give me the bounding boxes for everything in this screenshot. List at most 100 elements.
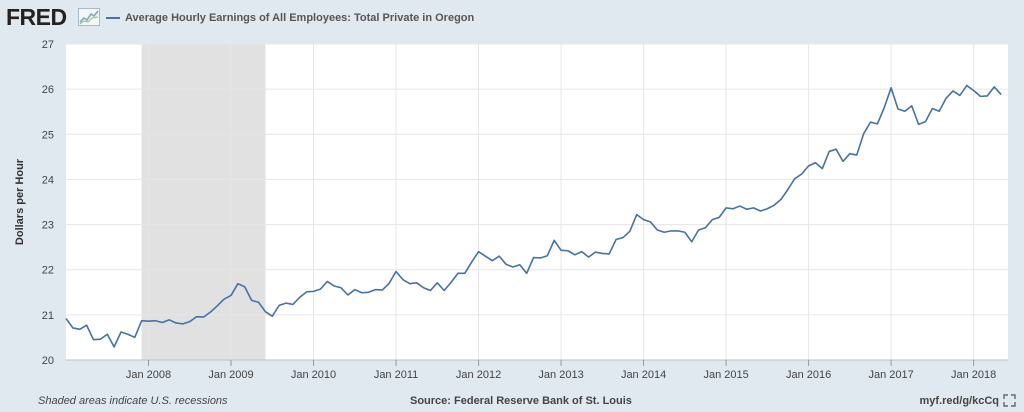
data-point[interactable]	[497, 254, 501, 258]
data-point[interactable]	[504, 262, 508, 266]
data-point[interactable]	[958, 93, 962, 97]
data-point[interactable]	[408, 282, 412, 286]
data-point[interactable]	[524, 271, 528, 275]
data-point[interactable]	[751, 206, 755, 210]
data-point[interactable]	[579, 249, 583, 253]
data-point[interactable]	[641, 217, 645, 221]
footer-link[interactable]: myf.red/g/kcCq	[920, 394, 1016, 407]
data-point[interactable]	[146, 319, 150, 323]
data-point[interactable]	[511, 265, 515, 269]
data-point[interactable]	[167, 318, 171, 322]
data-point[interactable]	[923, 119, 927, 123]
data-point[interactable]	[359, 291, 363, 295]
data-point[interactable]	[696, 228, 700, 232]
data-point[interactable]	[119, 330, 123, 334]
data-point[interactable]	[731, 207, 735, 211]
data-point[interactable]	[765, 207, 769, 211]
data-point[interactable]	[531, 255, 535, 259]
data-point[interactable]	[449, 280, 453, 284]
data-point[interactable]	[435, 281, 439, 285]
data-point[interactable]	[566, 249, 570, 253]
data-point[interactable]	[353, 287, 357, 291]
data-point[interactable]	[229, 293, 233, 297]
data-point[interactable]	[662, 230, 666, 234]
data-point[interactable]	[71, 326, 75, 330]
data-point[interactable]	[133, 335, 137, 339]
data-point[interactable]	[428, 288, 432, 292]
data-point[interactable]	[387, 281, 391, 285]
data-point[interactable]	[786, 187, 790, 191]
data-point[interactable]	[380, 288, 384, 292]
data-point[interactable]	[366, 290, 370, 294]
data-point[interactable]	[889, 86, 893, 90]
data-point[interactable]	[181, 322, 185, 326]
data-point[interactable]	[621, 235, 625, 239]
data-point[interactable]	[910, 104, 914, 108]
data-point[interactable]	[91, 337, 95, 341]
data-point[interactable]	[346, 293, 350, 297]
data-point[interactable]	[277, 303, 281, 307]
data-point[interactable]	[188, 319, 192, 323]
data-point[interactable]	[483, 254, 487, 258]
data-point[interactable]	[903, 109, 907, 113]
data-point[interactable]	[442, 288, 446, 292]
data-point[interactable]	[139, 319, 143, 323]
data-point[interactable]	[971, 88, 975, 92]
data-point[interactable]	[703, 226, 707, 230]
data-point[interactable]	[593, 250, 597, 254]
data-point[interactable]	[607, 252, 611, 256]
data-point[interactable]	[298, 295, 302, 299]
data-point[interactable]	[469, 260, 473, 264]
data-point[interactable]	[249, 298, 253, 302]
data-point[interactable]	[414, 281, 418, 285]
data-point[interactable]	[600, 251, 604, 255]
data-point[interactable]	[717, 215, 721, 219]
data-point[interactable]	[78, 327, 82, 331]
data-point[interactable]	[304, 290, 308, 294]
data-point[interactable]	[476, 249, 480, 253]
data-point[interactable]	[98, 337, 102, 341]
data-point[interactable]	[855, 153, 859, 157]
data-point[interactable]	[655, 228, 659, 232]
data-point[interactable]	[724, 206, 728, 210]
data-point[interactable]	[813, 161, 817, 165]
share-url[interactable]: myf.red/g/kcCq	[919, 394, 999, 407]
data-point[interactable]	[105, 332, 109, 336]
data-point[interactable]	[614, 237, 618, 241]
data-point[interactable]	[648, 220, 652, 224]
data-point[interactable]	[208, 310, 212, 314]
data-point[interactable]	[64, 316, 68, 320]
data-point[interactable]	[841, 159, 845, 163]
data-point[interactable]	[992, 85, 996, 89]
data-point[interactable]	[896, 107, 900, 111]
data-point[interactable]	[806, 164, 810, 168]
data-point[interactable]	[930, 106, 934, 110]
data-point[interactable]	[243, 285, 247, 289]
data-point[interactable]	[834, 147, 838, 151]
data-point[interactable]	[325, 279, 329, 283]
data-point[interactable]	[827, 149, 831, 153]
data-point[interactable]	[174, 321, 178, 325]
data-point[interactable]	[222, 297, 226, 301]
data-point[interactable]	[201, 315, 205, 319]
fullscreen-icon[interactable]	[1003, 394, 1016, 407]
data-point[interactable]	[868, 120, 872, 124]
data-point[interactable]	[270, 314, 274, 318]
data-point[interactable]	[758, 209, 762, 213]
data-point[interactable]	[153, 319, 157, 323]
data-point[interactable]	[518, 263, 522, 267]
data-point[interactable]	[586, 255, 590, 259]
data-point[interactable]	[820, 166, 824, 170]
data-point[interactable]	[332, 284, 336, 288]
data-point[interactable]	[779, 197, 783, 201]
data-point[interactable]	[628, 229, 632, 233]
data-point[interactable]	[311, 289, 315, 293]
data-point[interactable]	[559, 248, 563, 252]
data-point[interactable]	[978, 94, 982, 98]
data-point[interactable]	[373, 287, 377, 291]
data-point[interactable]	[951, 89, 955, 93]
data-point[interactable]	[291, 302, 295, 306]
data-point[interactable]	[545, 254, 549, 258]
fred-logo[interactable]: FRED	[6, 4, 67, 30]
data-point[interactable]	[683, 230, 687, 234]
